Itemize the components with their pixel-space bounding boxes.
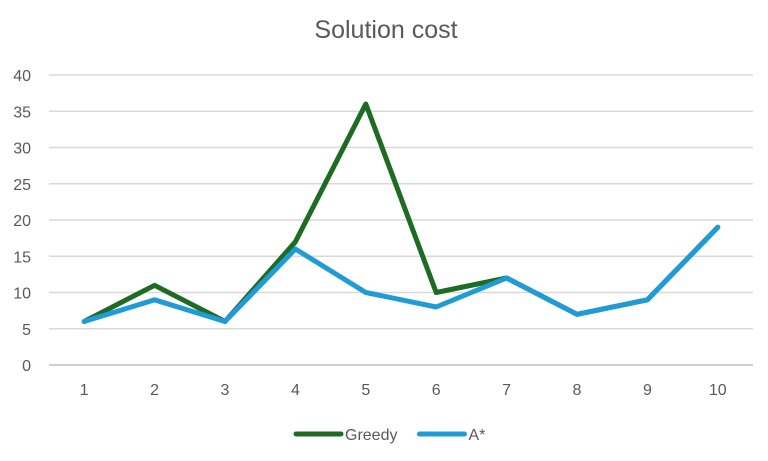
y-tick-label: 15	[13, 249, 31, 266]
x-tick-label: 4	[291, 382, 300, 399]
x-tick-label: 6	[432, 382, 441, 399]
y-tick-label: 30	[13, 141, 31, 158]
x-tick-label: 9	[643, 382, 652, 399]
x-tick-label: 1	[80, 382, 89, 399]
y-axis-tick-labels: 0 5 10 15 20 25 30 35 40	[13, 68, 31, 375]
y-tick-label: 35	[13, 104, 31, 121]
y-tick-label: 40	[13, 68, 31, 85]
x-tick-label: 7	[502, 382, 511, 399]
y-tick-label: 5	[22, 322, 31, 339]
chart-title: Solution cost	[314, 16, 457, 44]
series-line-greedy	[84, 104, 718, 322]
x-tick-label: 10	[709, 382, 727, 399]
y-tick-label: 25	[13, 177, 31, 194]
gridlines	[49, 75, 753, 365]
x-tick-label: 8	[573, 382, 582, 399]
y-tick-label: 0	[22, 358, 31, 375]
y-tick-label: 10	[13, 286, 31, 303]
legend: Greedy A*	[296, 427, 485, 444]
legend-label: A*	[468, 427, 485, 444]
x-tick-label: 3	[221, 382, 230, 399]
legend-label: Greedy	[345, 427, 397, 444]
x-axis-tick-labels: 1 2 3 4 5 6 7 8 9 10	[80, 382, 727, 399]
x-tick-label: 5	[361, 382, 370, 399]
series-lines	[84, 104, 718, 322]
y-tick-label: 20	[13, 213, 31, 230]
x-tick-label: 2	[150, 382, 159, 399]
series-line-a-star	[84, 227, 718, 321]
